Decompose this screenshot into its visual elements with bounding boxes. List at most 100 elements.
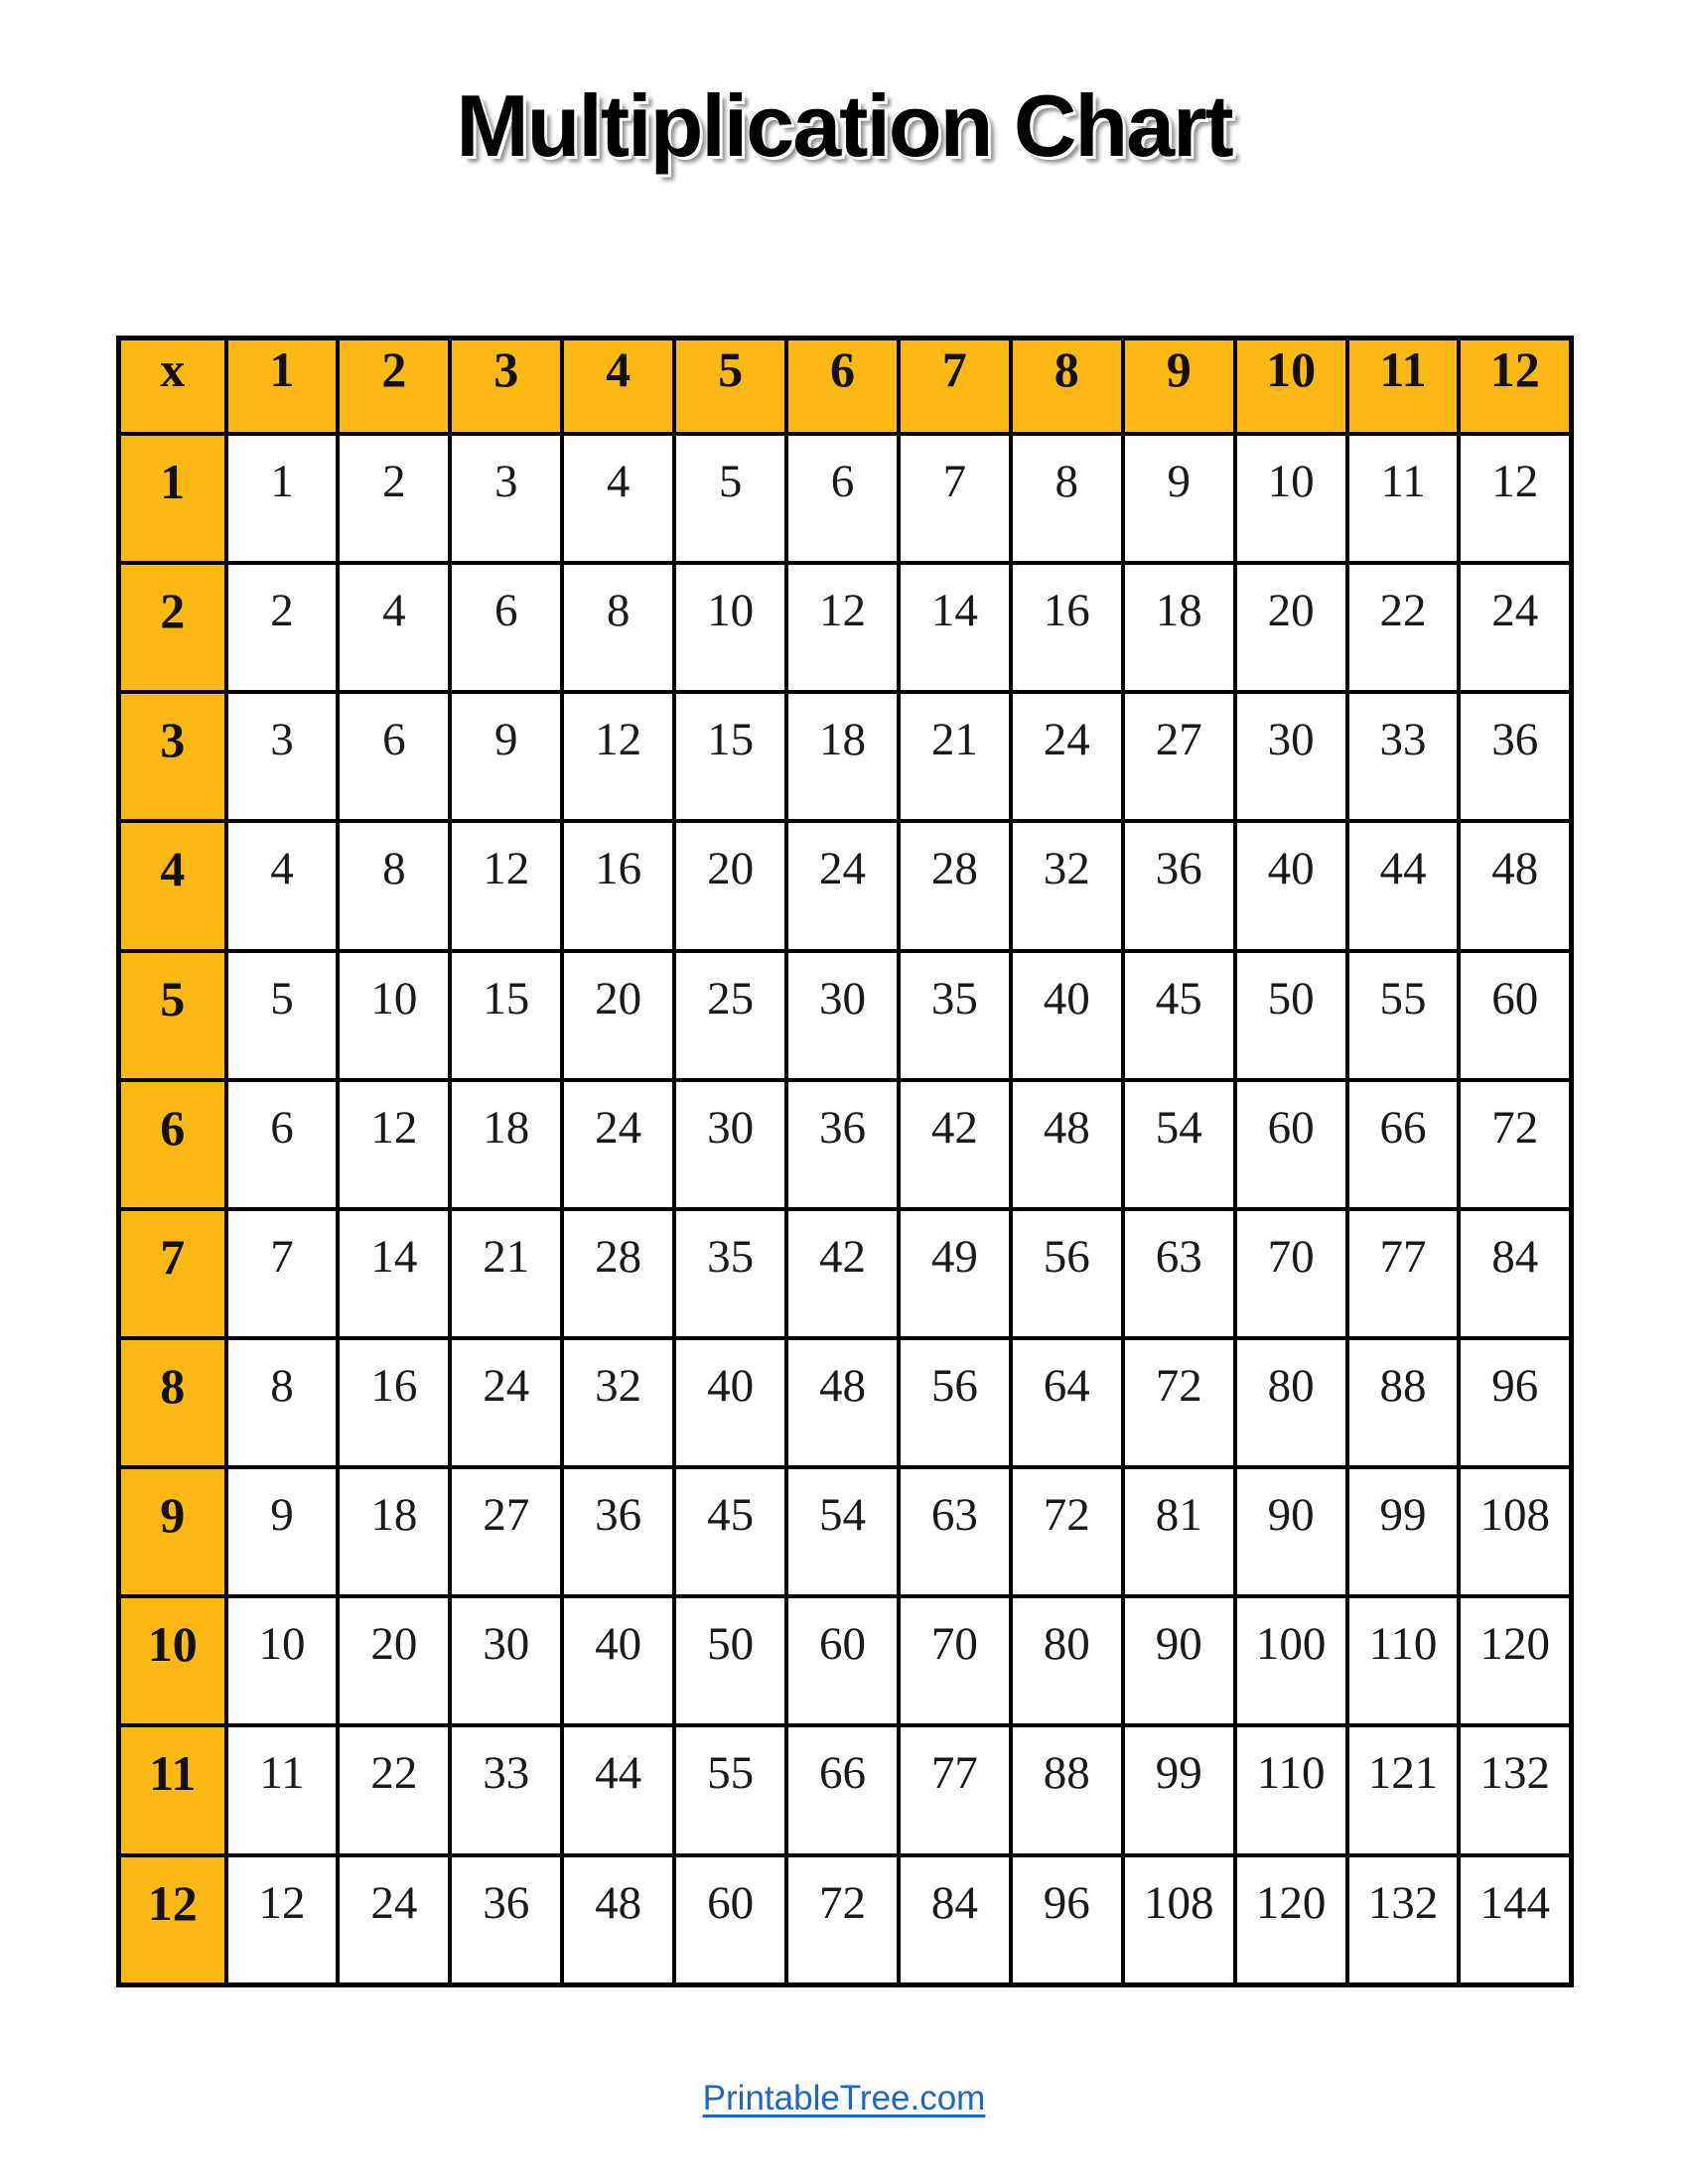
product-cell: 54 — [1120, 1077, 1237, 1211]
product-cell: 32 — [1008, 819, 1125, 953]
product-cell: 14 — [336, 1206, 453, 1340]
product-cell: 14 — [896, 561, 1013, 695]
row-header-cell: 3 — [116, 690, 228, 824]
product-cell: 16 — [336, 1335, 453, 1470]
product-cell: 2 — [223, 561, 341, 695]
product-cell: 6 — [784, 431, 901, 566]
product-cell: 44 — [560, 1723, 677, 1857]
product-cell: 2 — [336, 431, 453, 566]
row-header-cell: 4 — [116, 819, 228, 953]
product-cell: 36 — [1120, 819, 1237, 953]
product-cell: 9 — [223, 1465, 341, 1599]
product-cell: 20 — [336, 1594, 453, 1728]
table-row: 8 8 16 24 32 40 48 56 64 72 80 88 96 — [116, 1335, 1574, 1470]
product-cell: 81 — [1120, 1465, 1237, 1599]
product-cell: 10 — [223, 1594, 341, 1728]
product-cell: 90 — [1120, 1594, 1237, 1728]
product-cell: 33 — [1344, 690, 1462, 824]
product-cell: 33 — [448, 1723, 565, 1857]
product-cell: 12 — [784, 561, 901, 695]
product-cell: 100 — [1232, 1594, 1349, 1728]
product-cell: 1 — [223, 431, 341, 566]
product-cell: 60 — [672, 1852, 789, 1987]
product-cell: 8 — [223, 1335, 341, 1470]
product-cell: 5 — [223, 948, 341, 1082]
product-cell: 144 — [1457, 1852, 1574, 1987]
product-cell: 32 — [560, 1335, 677, 1470]
product-cell: 36 — [784, 1077, 901, 1211]
product-cell: 15 — [448, 948, 565, 1082]
table-row: 2 2 4 6 8 10 12 14 16 18 20 22 24 — [116, 561, 1574, 695]
product-cell: 15 — [672, 690, 789, 824]
column-header-cell: 12 — [1457, 336, 1574, 436]
column-header-cell: 4 — [560, 336, 677, 436]
table-row: 3 3 6 9 12 15 18 21 24 27 30 33 36 — [116, 690, 1574, 824]
product-cell: 108 — [1457, 1465, 1574, 1599]
product-cell: 21 — [896, 690, 1013, 824]
product-cell: 7 — [896, 431, 1013, 566]
product-cell: 45 — [1120, 948, 1237, 1082]
table-row: 9 9 18 27 36 45 54 63 72 81 90 99 108 — [116, 1465, 1574, 1599]
product-cell: 18 — [336, 1465, 453, 1599]
product-cell: 48 — [784, 1335, 901, 1470]
product-cell: 55 — [672, 1723, 789, 1857]
product-cell: 88 — [1008, 1723, 1125, 1857]
table-row: 12 12 24 36 48 60 72 84 96 108 120 132 144 — [116, 1852, 1574, 1987]
product-cell: 72 — [1120, 1335, 1237, 1470]
product-cell: 49 — [896, 1206, 1013, 1340]
column-header-cell: 10 — [1232, 336, 1349, 436]
product-cell: 40 — [1232, 819, 1349, 953]
product-cell: 30 — [1232, 690, 1349, 824]
product-cell: 40 — [560, 1594, 677, 1728]
product-cell: 60 — [1457, 948, 1574, 1082]
product-cell: 20 — [560, 948, 677, 1082]
product-cell: 70 — [896, 1594, 1013, 1728]
product-cell: 10 — [1232, 431, 1349, 566]
product-cell: 77 — [1344, 1206, 1462, 1340]
product-cell: 48 — [1457, 819, 1574, 953]
table-row: 7 7 14 21 28 35 42 49 56 63 70 77 84 — [116, 1206, 1574, 1340]
page-title: Multiplication Chart — [456, 76, 1233, 175]
product-cell: 72 — [1008, 1465, 1125, 1599]
product-cell: 72 — [1457, 1077, 1574, 1211]
table-body: 1 1 2 3 4 5 6 7 8 9 10 11 12 2 2 4 6 8 10 12 14 16 18 20 22 24 3 3 6… — [116, 431, 1574, 1987]
table-row: 6 6 12 18 24 30 36 42 48 54 60 66 72 — [116, 1077, 1574, 1211]
product-cell: 84 — [896, 1852, 1013, 1987]
product-cell: 40 — [672, 1335, 789, 1470]
product-cell: 121 — [1344, 1723, 1462, 1857]
product-cell: 110 — [1232, 1723, 1349, 1857]
table-row: 5 5 10 15 20 25 30 35 40 45 50 55 60 — [116, 948, 1574, 1082]
table-row: 10 10 20 30 40 50 60 70 80 90 100 110 120 — [116, 1594, 1574, 1728]
product-cell: 84 — [1457, 1206, 1574, 1340]
product-cell: 45 — [672, 1465, 789, 1599]
product-cell: 42 — [896, 1077, 1013, 1211]
row-header-cell: 7 — [116, 1206, 228, 1340]
product-cell: 30 — [448, 1594, 565, 1728]
product-cell: 50 — [672, 1594, 789, 1728]
product-cell: 10 — [672, 561, 789, 695]
footer-link[interactable]: PrintableTree.com — [702, 2079, 986, 2117]
product-cell: 8 — [1008, 431, 1125, 566]
product-cell: 10 — [336, 948, 453, 1082]
product-cell: 66 — [784, 1723, 901, 1857]
product-cell: 110 — [1344, 1594, 1462, 1728]
product-cell: 56 — [1008, 1206, 1125, 1340]
product-cell: 3 — [448, 431, 565, 566]
product-cell: 11 — [1344, 431, 1462, 566]
product-cell: 9 — [448, 690, 565, 824]
product-cell: 88 — [1344, 1335, 1462, 1470]
product-cell: 9 — [1120, 431, 1237, 566]
product-cell: 6 — [448, 561, 565, 695]
product-cell: 77 — [896, 1723, 1013, 1857]
product-cell: 108 — [1120, 1852, 1237, 1987]
product-cell: 18 — [784, 690, 901, 824]
product-cell: 11 — [223, 1723, 341, 1857]
product-cell: 55 — [1344, 948, 1462, 1082]
column-header-cell: 9 — [1120, 336, 1237, 436]
product-cell: 24 — [560, 1077, 677, 1211]
product-cell: 90 — [1232, 1465, 1349, 1599]
product-cell: 18 — [448, 1077, 565, 1211]
product-cell: 28 — [560, 1206, 677, 1340]
product-cell: 3 — [223, 690, 341, 824]
